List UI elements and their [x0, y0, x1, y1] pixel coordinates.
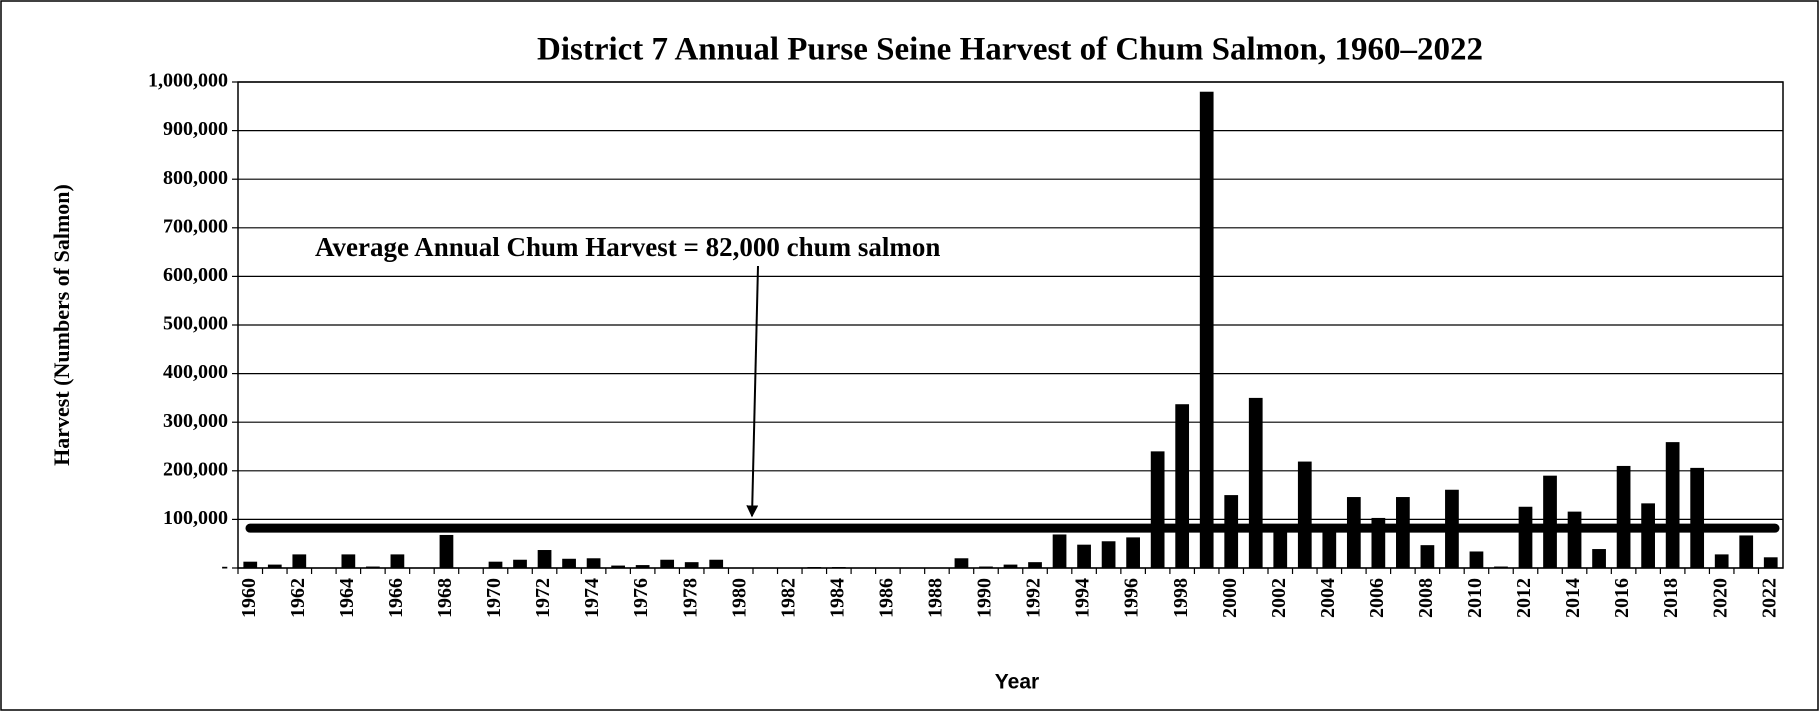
bar: [243, 561, 258, 568]
bar: [1616, 465, 1631, 568]
y-tick-label: 100,000: [163, 507, 228, 529]
bar: [341, 554, 356, 568]
y-tick-label: 300,000: [163, 410, 228, 432]
x-tick-label: 2004: [1317, 578, 1339, 618]
annotation: Average Annual Chum Harvest = 82,000 chu…: [315, 232, 940, 262]
bar: [611, 565, 625, 568]
x-tick-label: 1980: [728, 578, 750, 618]
x-tick-label: 1986: [875, 578, 897, 618]
x-tick-label: 1988: [925, 578, 947, 618]
y-tick-label: 1,000,000: [148, 70, 228, 92]
bar: [1322, 526, 1337, 568]
bar: [366, 566, 380, 568]
x-tick-label: 1970: [483, 578, 505, 618]
bar: [709, 559, 724, 568]
bar: [488, 561, 503, 568]
x-tick-label: 2022: [1758, 578, 1780, 618]
bar: [1739, 535, 1754, 568]
x-tick-label: 1968: [434, 578, 456, 618]
bar: [1592, 549, 1606, 568]
x-tick-label: 2020: [1709, 578, 1731, 618]
x-tick-label: 1966: [385, 578, 407, 618]
x-tick-label: 1990: [974, 578, 996, 618]
y-tick-label: 900,000: [163, 118, 228, 140]
bar: [1714, 554, 1729, 568]
bar: [1126, 537, 1140, 568]
x-axis-label: Year: [995, 671, 1039, 694]
x-tick-label: 1998: [1170, 578, 1192, 618]
x-tick-label: 1976: [630, 578, 652, 618]
y-axis-label: Harvest (Numbers of Salmon): [49, 184, 74, 466]
y-tick-label: 800,000: [163, 167, 228, 189]
x-tick-label: 1982: [777, 578, 799, 618]
bar: [1469, 551, 1484, 568]
bar: [1297, 461, 1312, 568]
bar: [1518, 506, 1533, 568]
x-tick-label: 2002: [1268, 578, 1290, 618]
bar: [1420, 545, 1435, 568]
bar: [586, 558, 601, 568]
x-tick-label: 2006: [1366, 578, 1388, 618]
bar: [1248, 397, 1263, 568]
bar: [979, 566, 993, 568]
y-tick-label: 500,000: [163, 313, 228, 335]
bar: [831, 567, 846, 568]
x-tick-label: 2016: [1611, 578, 1633, 618]
bar: [1028, 562, 1042, 568]
bar: [1273, 526, 1288, 568]
bar: [439, 534, 454, 568]
bar: [954, 558, 969, 568]
x-tick-label: 2014: [1562, 578, 1584, 618]
bar: [513, 559, 527, 568]
bar: [807, 567, 822, 568]
bar: [1150, 451, 1165, 568]
bar: [1690, 467, 1705, 568]
bar: [635, 565, 650, 568]
x-tick-label: 1992: [1023, 578, 1045, 618]
x-tick-label: 2000: [1219, 578, 1241, 618]
bar: [1543, 475, 1557, 568]
bar: [1003, 564, 1018, 568]
x-tick-label: 1996: [1121, 578, 1143, 618]
x-tick-label: 2010: [1464, 578, 1486, 618]
bar: [390, 554, 405, 568]
bar: [1077, 544, 1091, 568]
bar: [684, 562, 699, 568]
y-tick-label: 600,000: [163, 264, 228, 286]
x-tick-label: 1962: [287, 578, 309, 618]
bar: [660, 559, 675, 568]
bar: [1641, 503, 1655, 568]
x-tick-label: 1984: [826, 578, 848, 618]
y-tick-label: 700,000: [163, 215, 228, 237]
bar: [1199, 91, 1214, 568]
x-tick-label: 1978: [679, 578, 701, 618]
bar: [1494, 566, 1508, 568]
x-tick-label: 1972: [532, 578, 554, 618]
x-tick-label: 1994: [1072, 578, 1094, 618]
x-tick-label: 1974: [581, 578, 603, 618]
bar: [1175, 404, 1190, 568]
bar: [1052, 534, 1067, 568]
y-tick-label: 200,000: [163, 458, 228, 480]
x-tick-label: 2012: [1513, 578, 1535, 618]
bar: [1567, 511, 1582, 568]
bar: [292, 554, 307, 568]
bar: [562, 558, 576, 568]
bar: [267, 564, 282, 568]
annotation-arrow: [746, 265, 759, 518]
bar: [1763, 557, 1778, 568]
bar: [1101, 541, 1116, 568]
x-tick-label: 1964: [336, 578, 358, 618]
chart-title: District 7 Annual Purse Seine Harvest of…: [537, 32, 1483, 68]
bar: [1665, 442, 1680, 568]
x-tick-label: 2018: [1660, 578, 1682, 618]
bar: [537, 550, 552, 568]
x-tick-label: 2008: [1415, 578, 1437, 618]
y-tick-label: -: [221, 556, 228, 578]
x-tick-label: 1960: [238, 578, 260, 618]
y-tick-label: 400,000: [163, 361, 228, 383]
